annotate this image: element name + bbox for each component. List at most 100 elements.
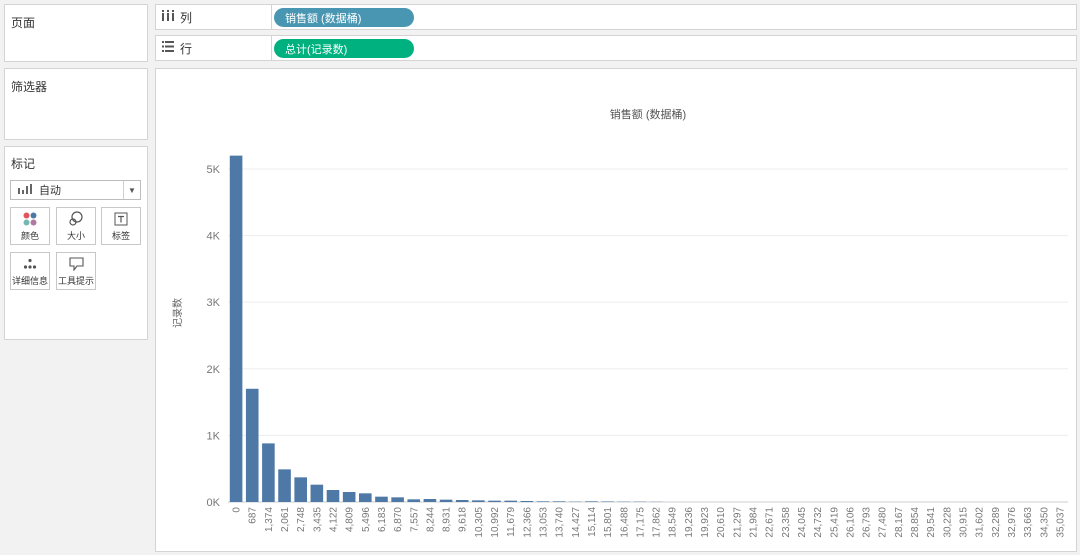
- histogram-chart: 销售额 (数据桶) 记录数 0K 1K 2K 3K 4K 5K 0 687 1,374 2,06…: [171, 107, 1068, 538]
- y-tick-label: 4K: [207, 231, 221, 243]
- x-tick-label: 20,610: [716, 507, 727, 538]
- x-tick-label: 8,244: [425, 507, 436, 532]
- x-tick-label: 15,114: [587, 507, 598, 537]
- size-button[interactable]: 大小: [56, 207, 96, 245]
- detail-button-label: 详细信息: [11, 276, 48, 286]
- pages-card-title: 页面: [11, 16, 36, 30]
- x-tick-label: 0: [232, 507, 243, 513]
- x-tick-label: 26,793: [862, 507, 873, 538]
- x-tick-label: 5,496: [361, 507, 372, 532]
- histogram-bar[interactable]: [601, 501, 614, 502]
- histogram-bar[interactable]: [294, 477, 307, 502]
- histogram-bar[interactable]: [375, 496, 388, 502]
- histogram-bar[interactable]: [407, 499, 421, 502]
- x-tick-label: 10,305: [474, 507, 485, 538]
- x-tick-label: 6,183: [377, 507, 388, 532]
- histogram-bar[interactable]: [262, 443, 275, 502]
- y-tick-label: 0K: [207, 497, 221, 509]
- histogram-bar[interactable]: [326, 490, 340, 502]
- tooltip-icon: [68, 255, 84, 272]
- columns-icon: [162, 10, 174, 24]
- y-tick-label: 3K: [207, 297, 221, 309]
- x-tick-label: 13,740: [555, 507, 566, 538]
- filters-card: 筛选器: [4, 68, 148, 140]
- columns-shelf: 列 销售额 (数据桶): [155, 4, 1077, 30]
- x-tick-label: 18,549: [668, 507, 679, 538]
- histogram-bar[interactable]: [439, 499, 453, 502]
- x-tick-label: 31,602: [975, 507, 986, 538]
- histogram-bar[interactable]: [536, 501, 550, 502]
- detail-button[interactable]: 详细信息: [10, 252, 50, 290]
- histogram-bar[interactable]: [504, 500, 517, 502]
- x-tick-label: 13,053: [539, 507, 550, 538]
- histogram-bar[interactable]: [359, 493, 372, 502]
- histogram-bar[interactable]: [455, 500, 469, 502]
- bar-chart-icon: [18, 183, 34, 197]
- x-tick-label: 6,870: [393, 507, 404, 532]
- x-tick-label: 30,915: [959, 507, 970, 538]
- x-tick-label: 16,488: [619, 507, 630, 538]
- x-tick-label: 28,167: [894, 507, 905, 538]
- tooltip-button[interactable]: 工具提示: [56, 252, 96, 290]
- color-button-label: 颜色: [20, 231, 39, 241]
- chart-title: 销售额 (数据桶): [610, 107, 686, 121]
- histogram-bar[interactable]: [229, 155, 243, 502]
- marks-card-title: 标记: [11, 157, 36, 171]
- x-tick-label: 15,801: [603, 507, 614, 538]
- x-tick-label: 4,122: [329, 507, 340, 532]
- x-tick-label: 17,862: [652, 507, 663, 538]
- histogram-bar[interactable]: [585, 501, 598, 502]
- label-button-label: 标签: [111, 231, 130, 241]
- size-circles-icon: [68, 210, 84, 227]
- color-button[interactable]: 颜色: [10, 207, 50, 245]
- x-tick-label: 2,061: [280, 507, 291, 532]
- x-tick-label: 2,748: [296, 507, 307, 532]
- sales-bin-pill[interactable]: 销售额 (数据桶): [274, 8, 414, 27]
- chevron-down-icon[interactable]: ▼: [123, 181, 140, 199]
- x-tick-label: 32,289: [991, 507, 1002, 538]
- x-tick-label: 3,435: [312, 507, 323, 532]
- histogram-bar[interactable]: [278, 469, 291, 502]
- histogram-bar[interactable]: [552, 501, 566, 502]
- mark-type-label: 自动: [39, 185, 61, 197]
- rows-shelf-label: 行: [180, 41, 193, 56]
- x-tick-label: 17,175: [635, 507, 646, 538]
- x-tick-label: 32,976: [1007, 507, 1018, 538]
- x-tick-label: 21,297: [732, 507, 743, 538]
- detail-dots-icon: [23, 255, 37, 272]
- x-tick-label: 10,992: [490, 507, 501, 538]
- x-tick-label: 19,236: [684, 507, 695, 538]
- tooltip-button-label: 工具提示: [57, 276, 94, 286]
- x-tick-label: 33,663: [1023, 507, 1034, 538]
- x-tick-label: 7,557: [409, 507, 420, 532]
- x-tick-label: 30,228: [942, 507, 953, 538]
- y-tick-label: 1K: [207, 430, 221, 442]
- rows-shelf-header: 行: [156, 36, 272, 60]
- y-tick-label: 2K: [207, 364, 221, 376]
- y-axis-label: 记录数: [171, 298, 184, 328]
- record-count-pill[interactable]: 总计(记录数): [274, 39, 414, 58]
- text-label-icon: [114, 210, 128, 227]
- x-tick-label: 9,618: [458, 507, 469, 532]
- x-tick-label: 25,419: [829, 507, 840, 538]
- histogram-bar[interactable]: [245, 388, 259, 502]
- x-tick-label: 8,931: [442, 507, 453, 532]
- label-button[interactable]: 标签: [101, 207, 141, 245]
- y-tick-label: 5K: [207, 164, 221, 176]
- x-tick-label: 19,923: [700, 507, 711, 538]
- columns-shelf-label: 列: [180, 10, 193, 25]
- histogram-bar[interactable]: [423, 499, 437, 502]
- x-tick-label: 11,679: [506, 507, 517, 537]
- histogram-bar[interactable]: [488, 500, 501, 502]
- mark-type-dropdown[interactable]: 自动 ▼: [10, 180, 141, 200]
- x-tick-label: 12,366: [522, 507, 533, 538]
- size-button-label: 大小: [66, 231, 85, 241]
- histogram-bar[interactable]: [342, 492, 356, 502]
- histogram-bar[interactable]: [520, 501, 534, 502]
- histogram-bar[interactable]: [310, 484, 324, 502]
- x-tick-label: 27,480: [878, 507, 889, 538]
- rows-shelf: 行 总计(记录数): [155, 35, 1077, 61]
- histogram-bar[interactable]: [391, 497, 404, 502]
- histogram-bar[interactable]: [472, 500, 485, 502]
- view-canvas: 销售额 (数据桶) 记录数 0K 1K 2K 3K 4K 5K 0 687 1,374 2,06…: [155, 68, 1077, 552]
